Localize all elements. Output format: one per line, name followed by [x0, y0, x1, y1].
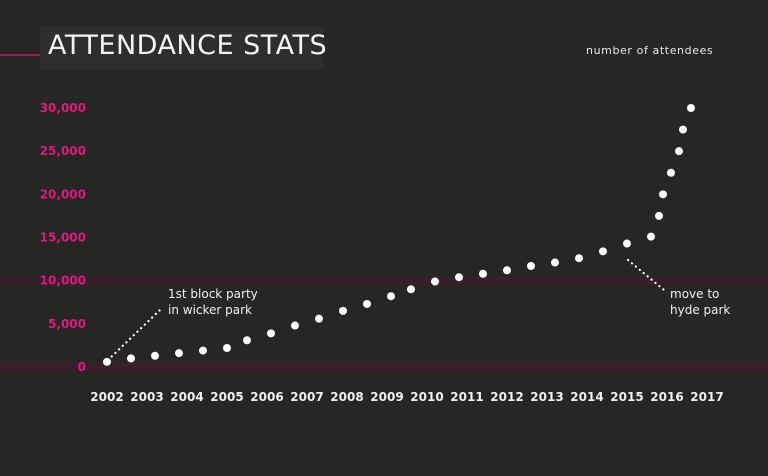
- x-tick-label: 2016: [650, 390, 683, 404]
- data-point: [431, 277, 439, 286]
- data-point: [599, 247, 607, 256]
- x-tick-label: 2009: [370, 390, 403, 404]
- data-point: [199, 346, 207, 355]
- y-tick-label: 20,000: [40, 187, 86, 201]
- data-point: [503, 266, 511, 275]
- data-point: [647, 232, 655, 241]
- annotation-line: 1st block party: [168, 287, 258, 301]
- annotation-move-hyde-park: move to hyde park: [670, 286, 730, 318]
- annotation-leader: [106, 308, 162, 362]
- data-point: [455, 273, 463, 282]
- y-units-label: number of attendees: [584, 44, 716, 57]
- y-tick-label: 5,000: [48, 317, 86, 331]
- data-point: [103, 357, 111, 366]
- data-point: [551, 258, 559, 267]
- annotation-first-block-party: 1st block party in wicker park: [168, 286, 258, 318]
- x-tick-label: 2005: [210, 390, 243, 404]
- x-tick-label: 2004: [170, 390, 203, 404]
- data-point: [527, 261, 535, 270]
- data-point: [315, 314, 323, 323]
- x-tick-label: 2010: [410, 390, 443, 404]
- data-point: [267, 329, 275, 338]
- x-tick-label: 2011: [450, 390, 483, 404]
- data-point: [407, 285, 415, 294]
- data-point: [175, 349, 183, 358]
- data-point: [575, 254, 583, 263]
- data-point: [127, 354, 135, 363]
- annotation-line: move to: [670, 287, 720, 301]
- data-point: [243, 336, 251, 345]
- x-tick-label: 2006: [250, 390, 283, 404]
- chart-title: ATTENDANCE STATS: [48, 30, 328, 61]
- x-tick-label: 2014: [570, 390, 603, 404]
- x-tick-label: 2007: [290, 390, 323, 404]
- annotation-line: hyde park: [670, 303, 731, 317]
- y-tick-label: 25,000: [40, 144, 86, 158]
- y-tick-label: 30,000: [40, 101, 86, 115]
- x-tick-label: 2002: [90, 390, 123, 404]
- annotation-line: in wicker park: [168, 303, 253, 317]
- data-point: [667, 168, 675, 177]
- data-point: [659, 190, 667, 199]
- y-tick-label: 10,000: [40, 274, 86, 288]
- title-panel: [40, 27, 323, 69]
- data-point: [655, 211, 663, 220]
- x-tick-label: 2012: [490, 390, 523, 404]
- data-point: [679, 125, 687, 134]
- data-point: [687, 104, 695, 112]
- y-tick-label: 15,000: [40, 231, 86, 245]
- data-point: [223, 344, 231, 353]
- data-point: [623, 239, 631, 248]
- annotation-leader: [626, 258, 666, 292]
- data-point: [479, 269, 487, 278]
- data-point: [387, 292, 395, 301]
- data-point: [291, 321, 299, 330]
- x-tick-label: 2013: [530, 390, 563, 404]
- x-tick-label: 2015: [610, 390, 643, 404]
- y-tick-label: 0: [78, 360, 86, 374]
- x-tick-label: 2003: [130, 390, 163, 404]
- data-point: [675, 147, 683, 156]
- x-tick-label: 2008: [330, 390, 363, 404]
- x-tick-label: 2017: [690, 390, 723, 404]
- data-point: [339, 306, 347, 315]
- data-point: [363, 299, 371, 308]
- data-point: [151, 351, 159, 360]
